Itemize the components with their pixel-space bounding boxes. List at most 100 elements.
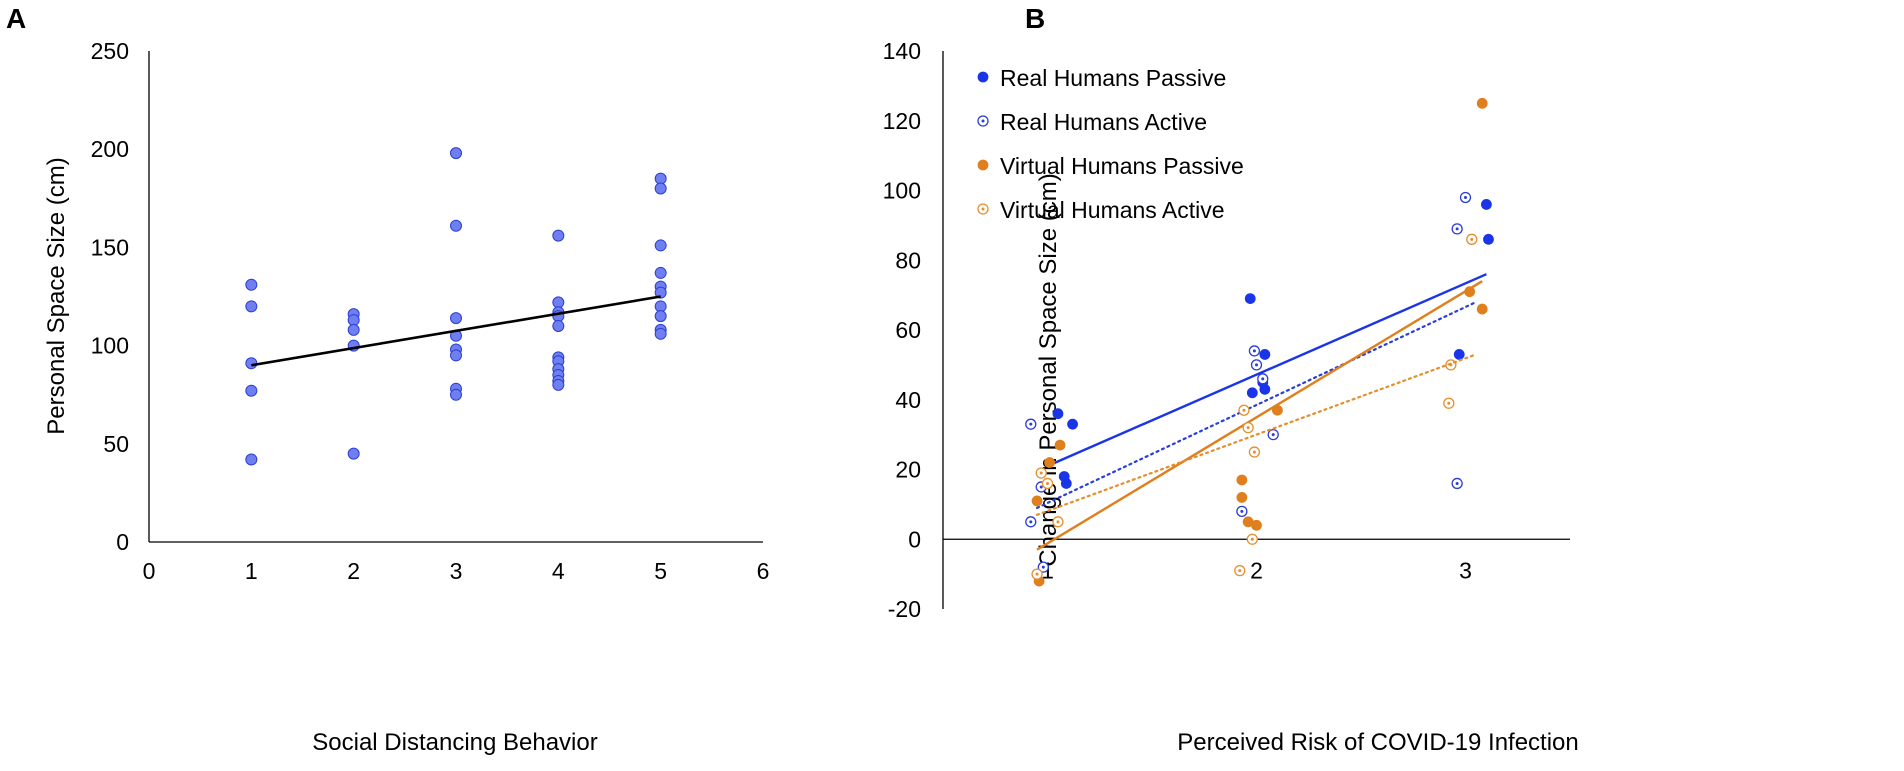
- legend-marker-real-humans-active-center: [981, 119, 985, 123]
- chart-b-virtual-humans-active-trendline: [1035, 353, 1478, 516]
- chart-a-x-tick-label: 0: [143, 558, 156, 584]
- chart-b-real-humans-passive-trendline: [1047, 273, 1487, 468]
- chart-a-data-point: [347, 323, 360, 336]
- legend-label-real-humans-active: Real Humans Active: [1000, 109, 1207, 135]
- chart-b-real-humans-active-point: [1025, 516, 1037, 528]
- chart-b-virtual-humans-active-point: [1246, 533, 1258, 545]
- chart-a-data-point: [450, 219, 462, 232]
- chart-b-real-humans-active-point: [1248, 345, 1261, 357]
- chart-b-real-humans-active-point: [1459, 191, 1472, 204]
- chart-b-real-humans-active-point: [1236, 505, 1248, 518]
- chart-a-data-point: [450, 388, 462, 401]
- chart-b-y-tick-label: 20: [895, 457, 921, 483]
- chart-a-y-tick-label: 50: [103, 431, 129, 457]
- chart-b-y-tick-label: 40: [895, 387, 921, 413]
- panel-label-a: A: [6, 3, 26, 34]
- legend-label-virtual-humans-active: Virtual Humans Active: [1000, 197, 1225, 223]
- panel-label-b: B: [1025, 3, 1045, 34]
- chart-b-real-humans-active-point-center: [1455, 481, 1459, 485]
- chart-a-y-tick-label: 250: [91, 38, 129, 64]
- chart-b-virtual-humans-active-point: [1466, 233, 1478, 245]
- chart-b-real-humans-passive-point: [1067, 418, 1078, 430]
- chart-b-virtual-humans-active-point: [1242, 421, 1254, 434]
- chart-b-virtual-humans-active-point: [1041, 477, 1054, 490]
- chart-b-real-humans-passive-point: [1481, 199, 1492, 210]
- chart-b-virtual-humans-passive-point: [1044, 457, 1055, 468]
- chart-a-data-point: [654, 327, 667, 340]
- chart-b-real-humans-active-point-center: [1041, 565, 1045, 569]
- chart-b-virtual-humans-passive-point: [1251, 519, 1262, 531]
- chart-b-xlabel: Perceived Risk of COVID-19 Infection: [1177, 729, 1579, 756]
- chart-b-virtual-humans-passive-point: [1236, 474, 1248, 486]
- chart-a-trendline: [251, 295, 661, 367]
- chart-b-real-humans-passive-point: [1246, 387, 1258, 399]
- chart-a-x-tick-label: 6: [757, 558, 770, 584]
- chart-b-virtual-humans-active-point-center: [1252, 450, 1256, 454]
- chart-a-data-point: [654, 182, 667, 195]
- chart-b-real-humans-active-point-center: [1029, 520, 1033, 524]
- chart-b-virtual-humans-active-point-center: [1447, 401, 1451, 405]
- chart-a-plot: 0 1 2 3 4 5 6 0 50 100 150 200 250: [91, 38, 770, 584]
- chart-a-data-point: [450, 312, 462, 325]
- legend-label-real-humans-passive: Real Humans Passive: [1000, 65, 1226, 91]
- chart-a-x-tick-label: 2: [347, 558, 360, 584]
- legend-marker-real-humans-passive: [977, 71, 989, 83]
- chart-b-virtual-humans-active-point-center: [1046, 481, 1049, 485]
- chart-b-real-humans-active-point: [1267, 428, 1279, 441]
- chart-b-virtual-humans-passive-point: [1236, 491, 1248, 503]
- chart-a-data-point: [450, 147, 462, 160]
- chart-b-virtual-humans-active-point-center: [1250, 537, 1254, 541]
- chart-a-y-tick-label: 150: [91, 234, 129, 260]
- chart-b-virtual-humans-active-point: [1035, 467, 1047, 479]
- chart-b-real-humans-active-point: [1451, 477, 1463, 490]
- chart-b-y-tick-label: -20: [888, 596, 921, 622]
- chart-a-data-point: [654, 266, 667, 279]
- chart-a-x-tick-label: 5: [654, 558, 667, 584]
- chart-b-virtual-humans-active-point-center: [1242, 408, 1246, 412]
- chart-a-data-point: [654, 239, 667, 252]
- chart-b-real-humans-passive-point: [1052, 408, 1064, 420]
- chart-a-y-tick-label: 0: [116, 529, 129, 555]
- chart-b-virtual-humans-passive-point: [1476, 97, 1488, 109]
- chart-a-xlabel: Social Distancing Behavior: [312, 729, 597, 756]
- chart-b-real-humans-active-point: [1257, 373, 1269, 385]
- chart-b-real-humans-active-point: [1451, 223, 1463, 235]
- chart-b-real-humans-passive-point: [1060, 478, 1072, 489]
- chart-b-real-humans-passive-point: [1244, 293, 1256, 305]
- chart-b-virtual-humans-passive-point: [1054, 439, 1066, 451]
- chart-b-real-humans-active-point-center: [1261, 377, 1265, 381]
- chart-a-data-point: [654, 310, 667, 323]
- chart-b-real-humans-active-point-center: [1255, 363, 1258, 367]
- chart-a-x-tick-label: 1: [245, 558, 258, 584]
- chart-b-real-humans-passive-point: [1453, 349, 1465, 360]
- chart-b-virtual-humans-active-point: [1234, 564, 1246, 577]
- chart-b-virtual-humans-active-point-center: [1056, 520, 1060, 524]
- legend-marker-real-humans-active: [977, 115, 989, 127]
- chart-b-real-humans-active-point-center: [1029, 422, 1033, 426]
- chart-b-x-tick-label: 2: [1250, 557, 1263, 583]
- chart-a-data-point: [245, 278, 258, 291]
- chart-b-real-humans-active-point-center: [1039, 485, 1043, 489]
- chart-b-virtual-humans-passive-point: [1476, 303, 1488, 315]
- chart-b-y-tick-label: 120: [883, 108, 921, 134]
- chart-b-virtual-humans-passive-point: [1031, 495, 1043, 507]
- chart-b-virtual-humans-active-point: [1052, 516, 1064, 528]
- chart-b-virtual-humans-active-point: [1238, 404, 1250, 416]
- chart-b-real-humans-active-point-center: [1455, 227, 1459, 231]
- chart-b-virtual-humans-active-point: [1031, 568, 1043, 580]
- chart-b-virtual-humans-active-point: [1248, 446, 1261, 458]
- chart-b-real-humans-active-point-center: [1252, 349, 1256, 353]
- legend-marker-virtual-humans-active: [977, 203, 989, 215]
- chart-a-data-point: [552, 378, 565, 391]
- legend-label-virtual-humans-passive: Virtual Humans Passive: [1000, 153, 1244, 179]
- chart-a-data-point: [450, 349, 462, 362]
- chart-a-data-point: [654, 286, 667, 299]
- chart-b-real-humans-active-point-center: [1271, 433, 1275, 437]
- chart-b-real-humans-active-point: [1037, 561, 1049, 573]
- chart-b-real-humans-passive-point: [1259, 383, 1271, 395]
- chart-b-virtual-humans-active-point-center: [1238, 569, 1242, 573]
- chart-a-data-point: [245, 384, 258, 397]
- chart-b-real-humans-active-point-center: [1464, 195, 1467, 199]
